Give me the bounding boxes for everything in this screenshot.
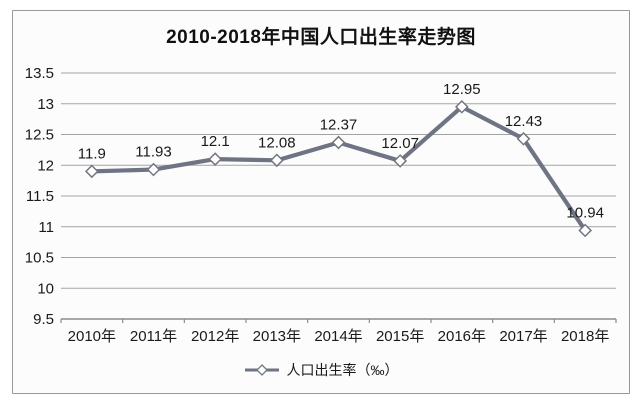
y-tick-label: 13.5 bbox=[25, 65, 54, 82]
y-tick-label: 13 bbox=[37, 96, 54, 113]
x-tick-label: 2013年 bbox=[253, 328, 301, 345]
data-label: 12.37 bbox=[320, 116, 358, 133]
data-label: 11.9 bbox=[78, 145, 106, 162]
data-label: 12.1 bbox=[201, 133, 230, 150]
data-point-marker bbox=[331, 135, 346, 150]
legend-marker-icon bbox=[244, 364, 279, 376]
data-label: 12.43 bbox=[505, 113, 543, 130]
data-label: 10.94 bbox=[566, 204, 604, 221]
y-tick-label: 12 bbox=[37, 157, 54, 174]
y-tick-label: 11.5 bbox=[26, 188, 54, 205]
data-label: 12.07 bbox=[381, 135, 419, 152]
y-tick-label: 11 bbox=[38, 219, 54, 236]
data-point-marker bbox=[393, 154, 408, 168]
x-tick-label: 2012年 bbox=[191, 328, 239, 345]
data-point-marker bbox=[454, 99, 469, 114]
data-label: 12.95 bbox=[443, 81, 481, 98]
y-tick-label: 10 bbox=[37, 280, 54, 297]
x-tick-label: 2018年 bbox=[561, 328, 609, 345]
y-tick-label: 12.5 bbox=[25, 127, 54, 144]
data-point-marker bbox=[84, 164, 99, 179]
x-tick-label: 2011年 bbox=[130, 328, 177, 345]
data-label: 11.93 bbox=[135, 144, 171, 161]
chart-frame: 9.5 10 10.5 11 11.5 12 12.5 13 13.5 2010年 2011年 201… bbox=[12, 10, 630, 394]
x-tick-label: 2010年 bbox=[68, 328, 116, 345]
data-point-marker bbox=[516, 131, 531, 146]
chart-title: 2010-2018年中国人口出生率走势图 bbox=[166, 27, 476, 48]
x-tick-label: 2017年 bbox=[499, 328, 547, 345]
legend-label: 人口出生率（‰） bbox=[286, 362, 399, 378]
x-tick-label: 2016年 bbox=[438, 328, 486, 345]
data-label: 12.08 bbox=[258, 134, 296, 151]
y-tick-label: 9.5 bbox=[33, 311, 54, 328]
line-chart: 9.5 10 10.5 11 11.5 12 12.5 13 13.5 2010年 2011年 201… bbox=[25, 65, 617, 345]
data-point-marker bbox=[269, 153, 284, 168]
x-tick-label: 2014年 bbox=[314, 328, 362, 345]
data-point-marker bbox=[578, 223, 593, 238]
legend: 人口出生率（‰） bbox=[13, 360, 629, 380]
x-tick-label: 2015年 bbox=[376, 328, 424, 345]
y-tick-label: 10.5 bbox=[25, 250, 54, 267]
data-point-marker bbox=[146, 162, 161, 177]
data-point-marker bbox=[208, 152, 223, 166]
